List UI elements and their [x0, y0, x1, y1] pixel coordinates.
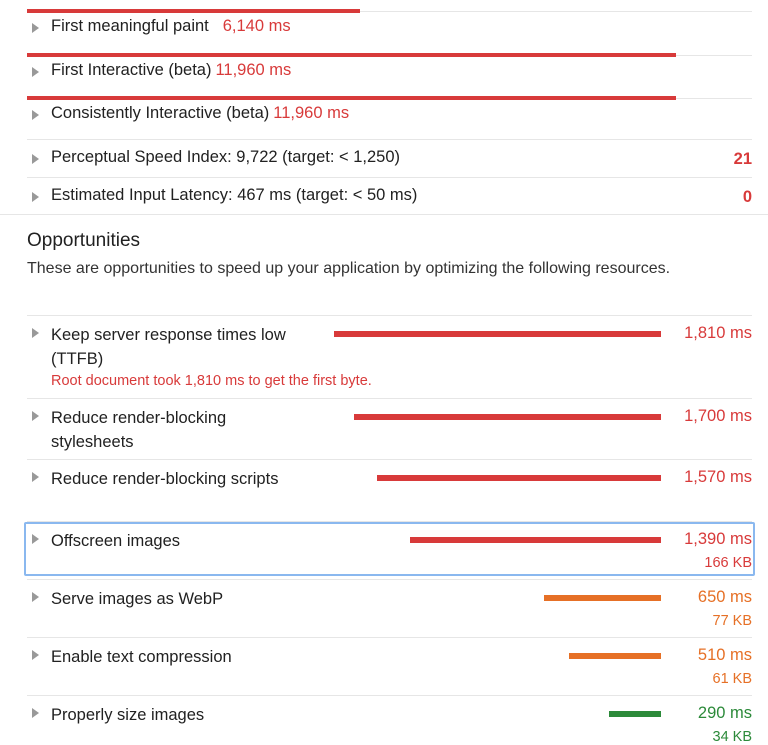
opportunity-savings-bar [409, 537, 661, 543]
opportunity-savings-size: 77 KB [712, 613, 753, 629]
metric-timeline-bar [27, 96, 676, 100]
expand-triangle-icon[interactable] [32, 154, 39, 164]
metric-timeline-bar [27, 9, 361, 13]
opportunity-label: Properly size images [51, 706, 205, 724]
opportunity-label: Keep server response times low (TTFB) [51, 326, 286, 368]
expand-triangle-icon[interactable] [32, 110, 39, 120]
metric-value: 11,960 ms [273, 104, 350, 122]
expand-triangle-icon[interactable] [32, 411, 39, 421]
opportunity-savings-ms: 1,700 ms [684, 407, 752, 425]
expand-triangle-icon[interactable] [32, 67, 39, 77]
opportunity-savings-ms: 510 ms [697, 646, 752, 664]
opportunity-savings-ms: 1,390 ms [684, 530, 752, 548]
expand-triangle-icon[interactable] [32, 192, 39, 202]
opportunity-label: Reduce render-blocking scripts [51, 470, 279, 488]
opportunity-savings-size: 166 KB [704, 555, 752, 571]
opportunity-savings-ms: 1,570 ms [684, 468, 752, 486]
expand-triangle-icon[interactable] [32, 23, 39, 33]
metric-label: Estimated Input Latency: 467 ms (target:… [51, 186, 418, 204]
opportunity-savings-size: 34 KB [712, 729, 753, 745]
opportunity-detail: Root document took 1,810 ms to get the f… [51, 373, 372, 389]
opportunity-savings-ms: 1,810 ms [684, 324, 752, 342]
expand-triangle-icon[interactable] [32, 328, 39, 338]
opportunity-savings-bar [353, 414, 661, 420]
section-title: Opportunities [27, 230, 141, 251]
metric-timeline-bar [27, 53, 676, 57]
expand-triangle-icon[interactable] [32, 650, 39, 660]
metric-value: 6,140 ms [222, 17, 291, 35]
opportunity-savings-ms: 290 ms [697, 704, 752, 722]
opportunity-savings-bar [568, 653, 661, 659]
expand-triangle-icon[interactable] [32, 534, 39, 544]
opportunity-label: Serve images as WebP [51, 590, 224, 608]
metric-score: 0 [742, 188, 752, 206]
metric-label: First Interactive (beta) [51, 61, 212, 79]
opportunity-label: Reduce render-blocking stylesheets [51, 409, 227, 451]
expand-triangle-icon[interactable] [32, 472, 39, 482]
opportunity-savings-ms: 650 ms [697, 588, 752, 606]
opportunity-savings-size: 61 KB [712, 671, 753, 687]
opportunity-savings-bar [377, 475, 661, 481]
opportunity-row[interactable] [24, 522, 755, 576]
metric-label: First meaningful paint [51, 17, 209, 35]
opportunity-savings-bar [608, 711, 661, 717]
metric-score: 21 [733, 150, 752, 168]
expand-triangle-icon[interactable] [32, 592, 39, 602]
metric-label: Consistently Interactive (beta) [51, 104, 270, 122]
opportunity-savings-bar [334, 331, 661, 337]
metric-value: 11,960 ms [215, 61, 292, 79]
opportunity-label: Offscreen images [51, 532, 181, 550]
opportunity-savings-bar [543, 595, 661, 601]
metric-label: Perceptual Speed Index: 9,722 (target: <… [51, 148, 401, 166]
opportunity-label: Enable text compression [51, 648, 232, 666]
expand-triangle-icon[interactable] [32, 708, 39, 718]
section-description: These are opportunities to speed up your… [27, 260, 671, 277]
